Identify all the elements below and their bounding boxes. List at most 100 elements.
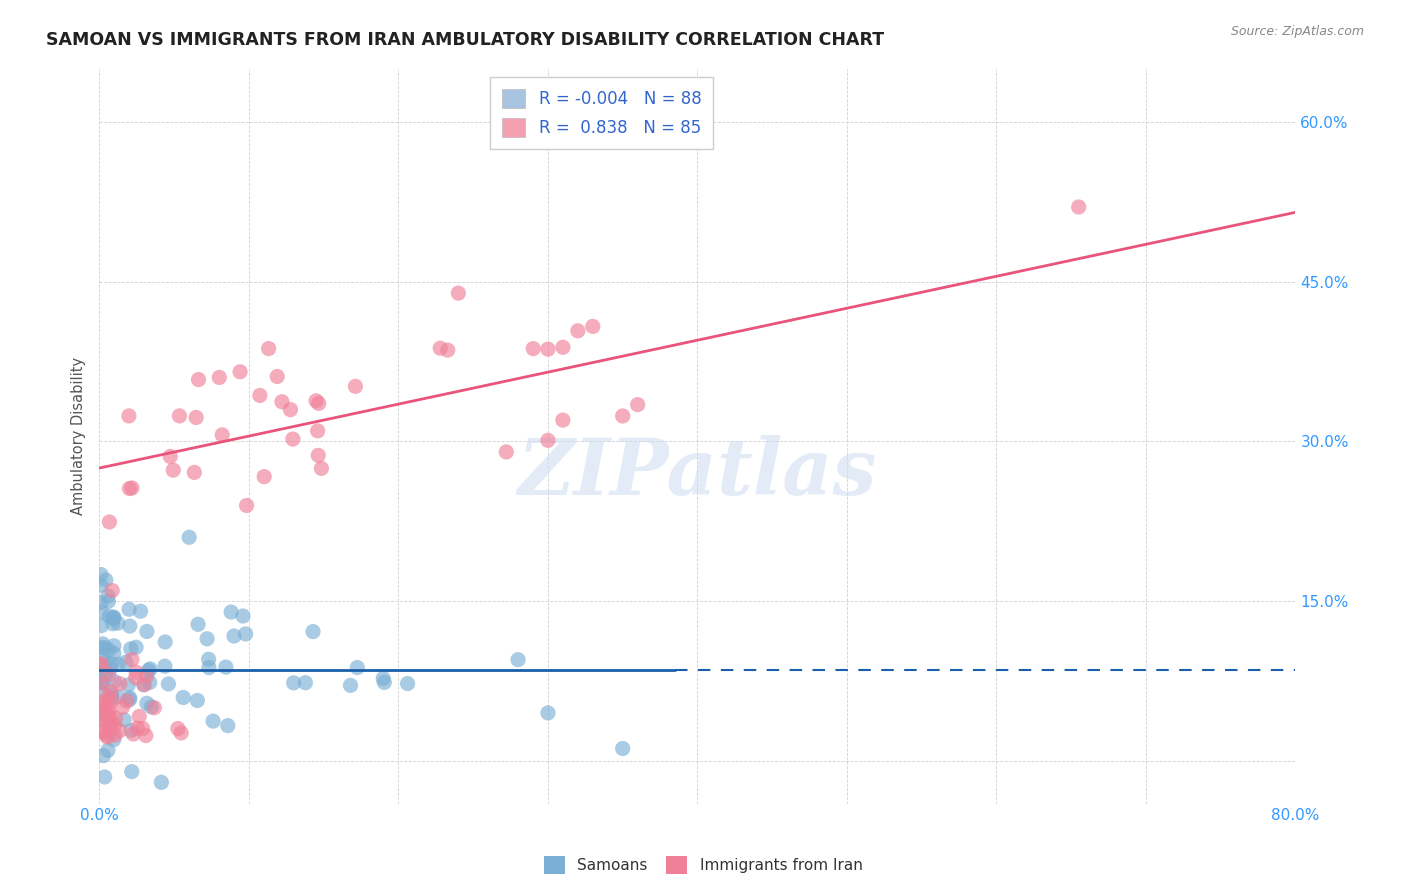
Immigrants from Iran — [582, 319, 605, 334]
Immigrants from Iran — [104, 728, 127, 742]
Samoans — [120, 641, 142, 656]
Immigrants from Iran — [1067, 200, 1090, 214]
Immigrants from Iran — [131, 722, 153, 736]
Immigrants from Iran — [436, 343, 458, 358]
Samoans — [114, 655, 136, 669]
Samoans — [138, 664, 160, 678]
Immigrants from Iran — [90, 695, 112, 709]
Samoans — [198, 660, 221, 674]
Samoans — [94, 573, 117, 587]
Immigrants from Iran — [121, 481, 143, 495]
Immigrants from Iran — [167, 722, 190, 736]
Samoans — [537, 706, 560, 720]
Samoans — [612, 741, 634, 756]
Samoans — [150, 775, 173, 789]
Samoans — [100, 688, 122, 702]
Samoans — [107, 616, 129, 631]
Immigrants from Iran — [143, 700, 166, 714]
Immigrants from Iran — [522, 342, 544, 356]
Samoans — [121, 764, 143, 779]
Immigrants from Iran — [249, 388, 271, 402]
Immigrants from Iran — [124, 671, 146, 685]
Samoans — [98, 609, 121, 624]
Samoans — [103, 732, 125, 747]
Immigrants from Iran — [135, 729, 157, 743]
Immigrants from Iran — [551, 340, 574, 354]
Samoans — [373, 672, 395, 686]
Samoans — [339, 678, 361, 692]
Samoans — [396, 676, 419, 690]
Samoans — [93, 640, 115, 655]
Immigrants from Iran — [115, 694, 138, 708]
Samoans — [195, 632, 218, 646]
Samoans — [97, 643, 120, 657]
Samoans — [135, 624, 157, 639]
Immigrants from Iran — [235, 499, 257, 513]
Immigrants from Iran — [121, 652, 143, 666]
Immigrants from Iran — [271, 394, 294, 409]
Immigrants from Iran — [567, 324, 589, 338]
Immigrants from Iran — [96, 697, 118, 711]
Immigrants from Iran — [257, 342, 280, 356]
Immigrants from Iran — [98, 709, 121, 723]
Immigrants from Iran — [134, 678, 156, 692]
Samoans — [103, 611, 125, 625]
Samoans — [101, 616, 124, 631]
Samoans — [219, 605, 242, 619]
Samoans — [91, 637, 114, 651]
Immigrants from Iran — [96, 730, 118, 744]
Immigrants from Iran — [447, 286, 470, 301]
Immigrants from Iran — [100, 693, 122, 707]
Immigrants from Iran — [186, 410, 208, 425]
Samoans — [157, 677, 180, 691]
Immigrants from Iran — [169, 409, 191, 423]
Immigrants from Iran — [96, 714, 118, 728]
Samoans — [100, 657, 122, 671]
Samoans — [93, 675, 115, 690]
Immigrants from Iran — [118, 482, 141, 496]
Samoans — [153, 659, 176, 673]
Immigrants from Iran — [344, 379, 367, 393]
Samoans — [97, 594, 120, 608]
Y-axis label: Ambulatory Disability: Ambulatory Disability — [72, 357, 86, 516]
Samoans — [90, 675, 112, 690]
Immigrants from Iran — [627, 398, 650, 412]
Samoans — [93, 770, 115, 784]
Samoans — [120, 723, 142, 738]
Samoans — [197, 652, 219, 666]
Samoans — [90, 567, 112, 582]
Immigrants from Iran — [280, 402, 302, 417]
Immigrants from Iran — [94, 714, 117, 729]
Immigrants from Iran — [100, 717, 122, 731]
Immigrants from Iran — [100, 684, 122, 698]
Samoans — [118, 619, 141, 633]
Samoans — [179, 530, 201, 544]
Immigrants from Iran — [308, 396, 330, 410]
Immigrants from Iran — [211, 428, 233, 442]
Samoans — [90, 640, 112, 655]
Samoans — [100, 690, 122, 705]
Immigrants from Iran — [100, 722, 122, 736]
Samoans — [103, 674, 125, 689]
Samoans — [107, 657, 129, 672]
Immigrants from Iran — [111, 700, 134, 714]
Samoans — [93, 663, 115, 677]
Samoans — [97, 743, 120, 757]
Immigrants from Iran — [208, 370, 231, 384]
Immigrants from Iran — [90, 701, 112, 715]
Samoans — [103, 646, 125, 660]
Samoans — [90, 578, 112, 592]
Samoans — [186, 693, 208, 707]
Samoans — [90, 708, 112, 723]
Samoans — [107, 690, 129, 704]
Immigrants from Iran — [104, 711, 127, 725]
Samoans — [94, 667, 117, 681]
Immigrants from Iran — [90, 657, 112, 671]
Legend: R = -0.004   N = 88, R =  0.838   N = 85: R = -0.004 N = 88, R = 0.838 N = 85 — [491, 77, 713, 149]
Samoans — [139, 662, 162, 676]
Samoans — [506, 653, 529, 667]
Samoans — [91, 649, 114, 664]
Samoans — [112, 713, 135, 727]
Samoans — [103, 639, 125, 653]
Immigrants from Iran — [122, 727, 145, 741]
